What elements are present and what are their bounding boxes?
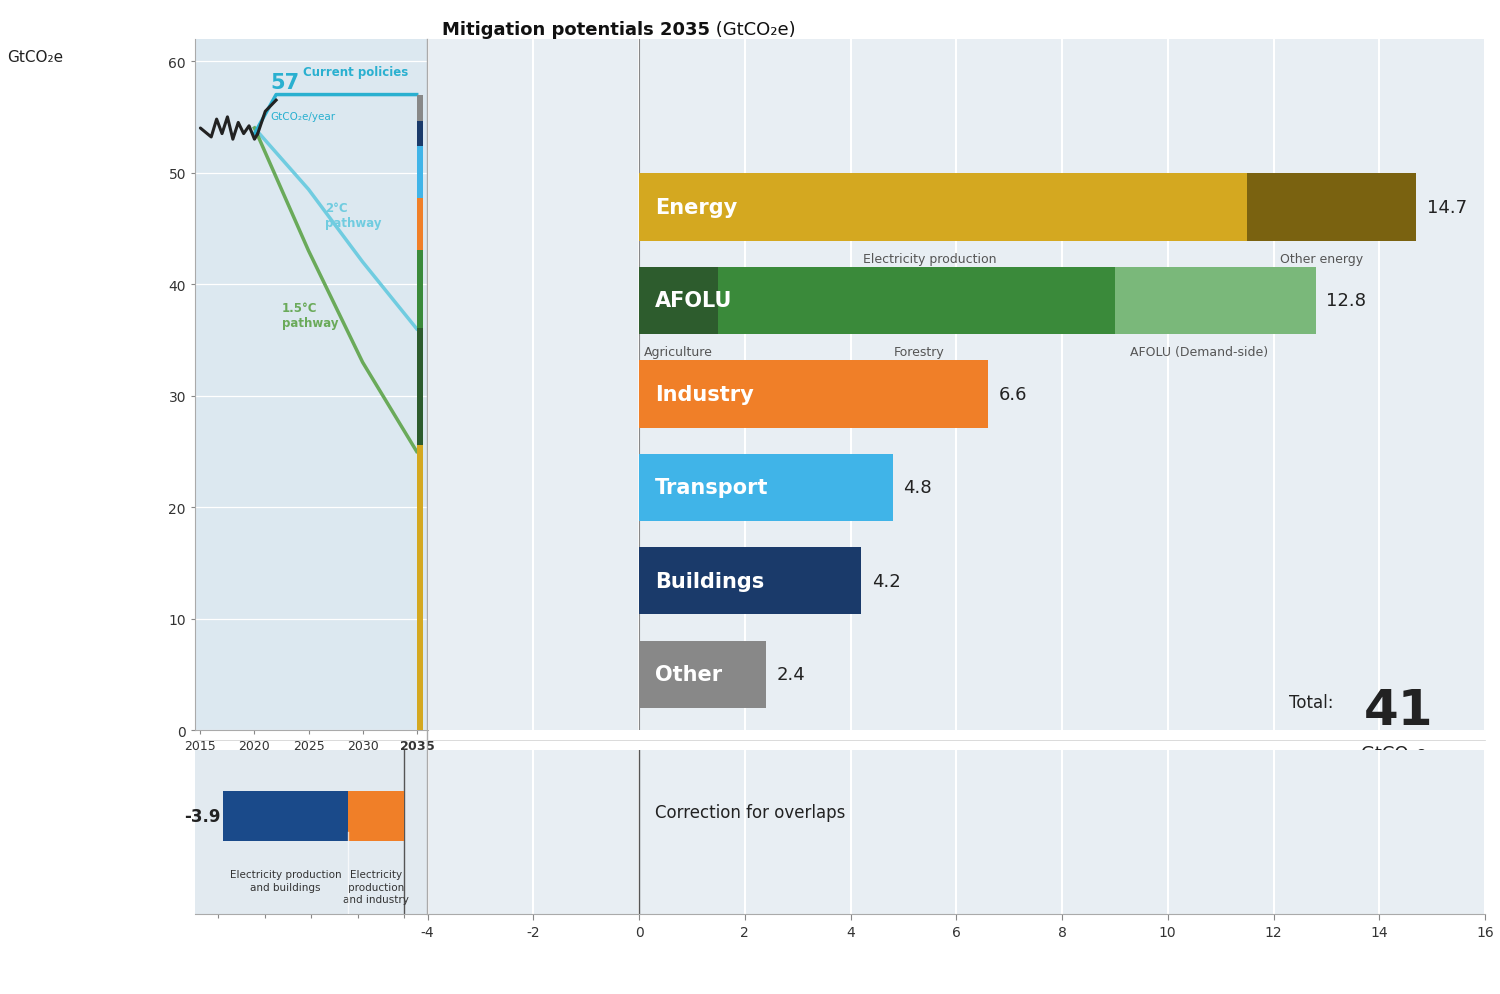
Text: 4.2: 4.2 bbox=[871, 573, 900, 590]
Text: 4.8: 4.8 bbox=[903, 479, 932, 497]
Bar bbox=[417, 251, 423, 329]
Text: Correction for overlaps: Correction for overlaps bbox=[656, 803, 844, 821]
Text: 41: 41 bbox=[1364, 686, 1432, 734]
Text: Other: Other bbox=[656, 665, 722, 685]
Text: Agriculture: Agriculture bbox=[644, 346, 712, 359]
Text: 12.8: 12.8 bbox=[1326, 292, 1366, 310]
Bar bbox=[718, 267, 1114, 335]
Text: Electricity production: Electricity production bbox=[862, 252, 996, 265]
Text: Energy: Energy bbox=[656, 198, 736, 218]
Text: -3.9: -3.9 bbox=[184, 807, 220, 825]
Text: Mitigation potentials 2035: Mitigation potentials 2035 bbox=[442, 21, 711, 39]
Bar bbox=[639, 267, 718, 335]
Text: 14.7: 14.7 bbox=[1426, 199, 1467, 217]
Text: Forestry: Forestry bbox=[894, 346, 945, 359]
Text: Industry: Industry bbox=[656, 385, 753, 405]
Text: Current policies: Current policies bbox=[303, 66, 408, 79]
Text: AFOLU (Demand-side): AFOLU (Demand-side) bbox=[1131, 346, 1269, 359]
Bar bbox=[417, 329, 423, 445]
Bar bbox=[417, 199, 423, 251]
Text: Transport: Transport bbox=[656, 478, 768, 498]
Text: GtCO₂e: GtCO₂e bbox=[8, 50, 63, 65]
Bar bbox=[348, 791, 404, 841]
Bar bbox=[1246, 174, 1416, 242]
Bar bbox=[417, 95, 423, 121]
Text: (GtCO₂e): (GtCO₂e) bbox=[710, 21, 795, 39]
Bar bbox=[639, 361, 988, 428]
Bar bbox=[417, 147, 423, 199]
Text: 2°C
pathway: 2°C pathway bbox=[326, 202, 381, 230]
Bar bbox=[1114, 267, 1316, 335]
Text: Buildings: Buildings bbox=[656, 572, 764, 591]
Text: Electricity
production
and industry: Electricity production and industry bbox=[344, 870, 410, 905]
Text: 57: 57 bbox=[270, 74, 300, 93]
Bar bbox=[639, 454, 892, 522]
Bar bbox=[639, 641, 766, 708]
Bar bbox=[639, 548, 861, 615]
Text: GtCO₂e/year: GtCO₂e/year bbox=[270, 112, 336, 122]
Text: Other energy: Other energy bbox=[1280, 252, 1362, 265]
Text: 6.6: 6.6 bbox=[999, 386, 1028, 404]
Text: Electricity production
and buildings: Electricity production and buildings bbox=[230, 870, 342, 892]
Bar bbox=[639, 174, 1246, 242]
Text: 2.4: 2.4 bbox=[777, 666, 806, 684]
Text: AFOLU: AFOLU bbox=[656, 291, 732, 311]
Bar bbox=[224, 791, 348, 841]
Bar bbox=[417, 445, 423, 731]
Text: GtCO₂e: GtCO₂e bbox=[1360, 745, 1426, 762]
Bar bbox=[417, 121, 423, 147]
Text: 1.5°C
pathway: 1.5°C pathway bbox=[282, 301, 338, 330]
Text: Total:: Total: bbox=[1290, 694, 1334, 712]
